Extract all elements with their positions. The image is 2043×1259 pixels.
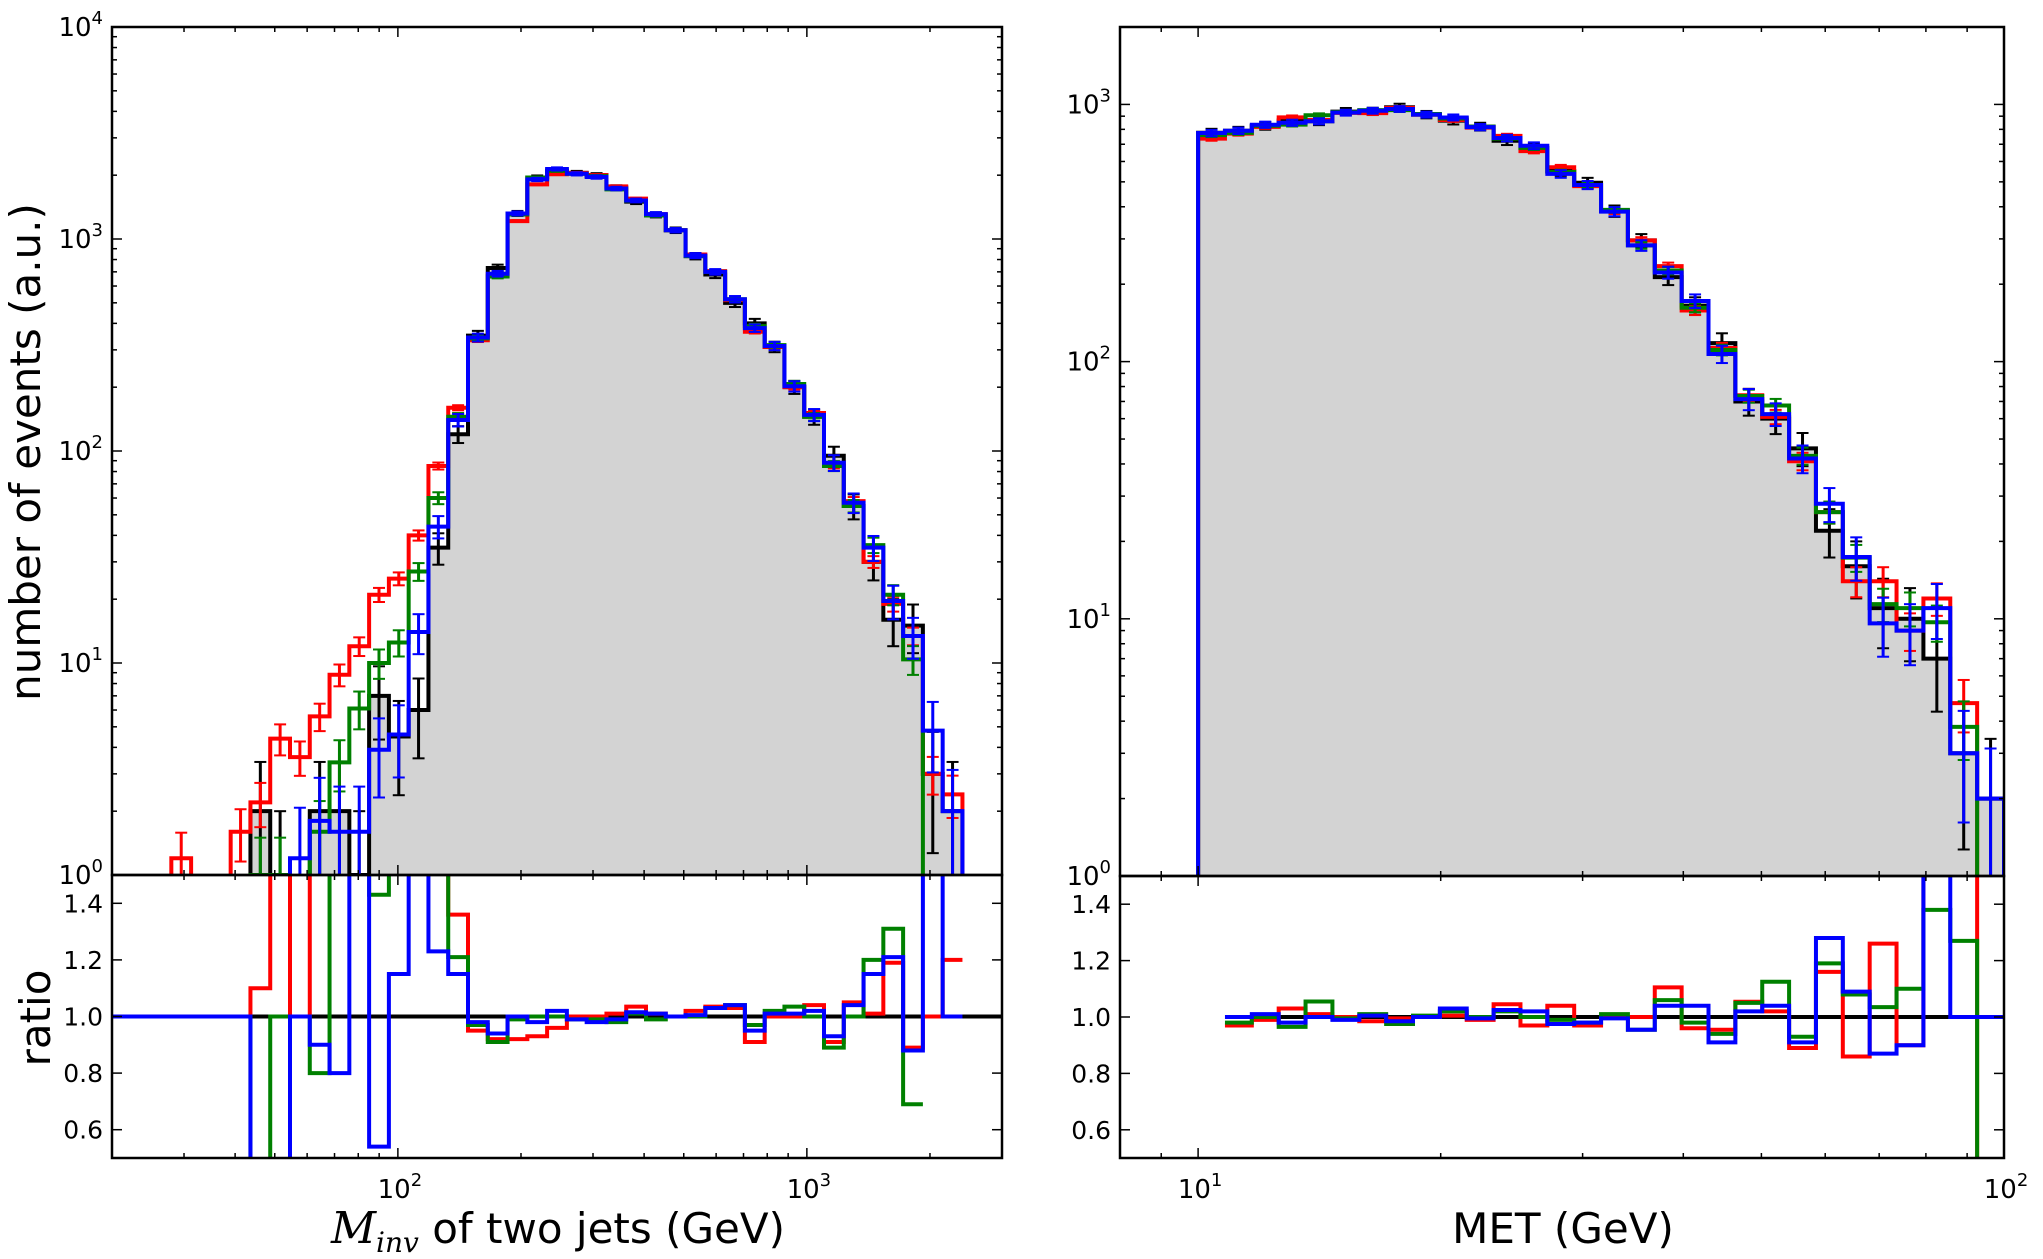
x-tick-label: 101 — [1178, 1170, 1223, 1205]
x-tick-label: 103 — [787, 1170, 832, 1205]
y-tick-label: 100 — [1066, 857, 1111, 892]
tick-label-base: 10 — [58, 437, 91, 467]
tick-label-exponent: 3 — [820, 1170, 831, 1191]
ratio-y-tick-label: 0.8 — [1071, 1059, 1111, 1088]
tick-label-exponent: 1 — [92, 644, 103, 665]
ratio-step-line-3 — [112, 875, 963, 1158]
tick-label-exponent: 2 — [2017, 1170, 2028, 1191]
x-tick-label: 102 — [378, 1170, 423, 1205]
tick-label-exponent: 2 — [92, 432, 103, 453]
ratio-y-tick-label: 1.0 — [1071, 1003, 1111, 1032]
tick-label-exponent: 0 — [1100, 857, 1111, 878]
main-plot-area — [169, 166, 965, 875]
tick-label-exponent: 3 — [1100, 85, 1111, 106]
tick-label-base: 10 — [787, 1175, 820, 1205]
ratio-step-line-3 — [1224, 876, 2004, 1056]
ratio-y-tick-label: 1.4 — [1071, 890, 1111, 919]
ticks — [111, 26, 1003, 1158]
tick-label-base: 10 — [58, 13, 91, 43]
x-label-symbol: M — [330, 1203, 377, 1254]
ratio-y-tick-label: 0.6 — [1071, 1116, 1111, 1145]
tick-label-exponent: 2 — [1100, 343, 1111, 364]
ratio-y-tick-label: 1.4 — [63, 889, 103, 918]
ratio-y-tick-label: 1.2 — [1071, 947, 1111, 976]
histogram-fill — [250, 170, 963, 875]
tick-label-base: 10 — [1984, 1175, 2017, 1205]
tick-label-base: 10 — [58, 225, 91, 255]
tick-label-exponent: 2 — [411, 1170, 422, 1191]
x-axis-label-met: MET (GeV) — [1452, 1204, 1674, 1253]
ratio-axis-label: ratio — [11, 970, 60, 1067]
tick-label-base: 10 — [58, 649, 91, 679]
x-label-text: of two jets (GeV) — [419, 1204, 785, 1253]
ratio-plot-area — [112, 875, 1002, 1158]
ratio-y-tick-label: 1.0 — [63, 1003, 103, 1032]
tick-label-base: 10 — [1066, 348, 1099, 378]
tick-label-base: 10 — [58, 861, 91, 891]
y-tick-label: 102 — [58, 432, 103, 467]
x-axis-label-minv: Minv of two jets (GeV) — [330, 1203, 785, 1259]
y-tick-label: 103 — [1066, 85, 1111, 120]
tick-label-base: 10 — [1178, 1175, 1211, 1205]
tick-label-base: 10 — [378, 1175, 411, 1205]
histogram-fill — [1198, 107, 2004, 876]
ratio-y-tick-label: 0.6 — [63, 1116, 103, 1145]
x-tick-label: 102 — [1984, 1170, 2029, 1205]
y-tick-label: 101 — [1066, 600, 1111, 635]
ticks — [1119, 26, 2005, 1158]
y-tick-label: 103 — [58, 220, 103, 255]
y-tick-label: 100 — [58, 856, 103, 891]
tick-label-base: 10 — [1066, 862, 1099, 892]
tick-label-exponent: 3 — [92, 220, 103, 241]
tick-label-exponent: 4 — [92, 8, 103, 29]
tick-label-exponent: 0 — [92, 856, 103, 877]
ratio-step-line-1 — [1224, 876, 1980, 1158]
tick-label-exponent: 1 — [1100, 600, 1111, 621]
ratio-y-tick-label: 0.8 — [63, 1059, 103, 1088]
y-tick-label: 102 — [1066, 343, 1111, 378]
x-label-subscript: inv — [376, 1226, 419, 1259]
histogram-step-line-3 — [1196, 106, 2004, 876]
y-tick-label: 104 — [58, 8, 103, 43]
y-tick-label: 101 — [58, 644, 103, 679]
axis-labels: number of events (a.u.) ratio Minv of two … — [1, 203, 1674, 1259]
tick-label-base: 10 — [1066, 90, 1099, 120]
main-plot-area — [1196, 102, 2004, 876]
tick-label-exponent: 1 — [1211, 1170, 1222, 1191]
ratio-plot-area — [1224, 876, 2004, 1158]
y-axis-label: number of events (a.u.) — [1, 203, 50, 701]
tick-label-base: 10 — [1066, 605, 1099, 635]
ratio-y-tick-label: 1.2 — [63, 946, 103, 975]
